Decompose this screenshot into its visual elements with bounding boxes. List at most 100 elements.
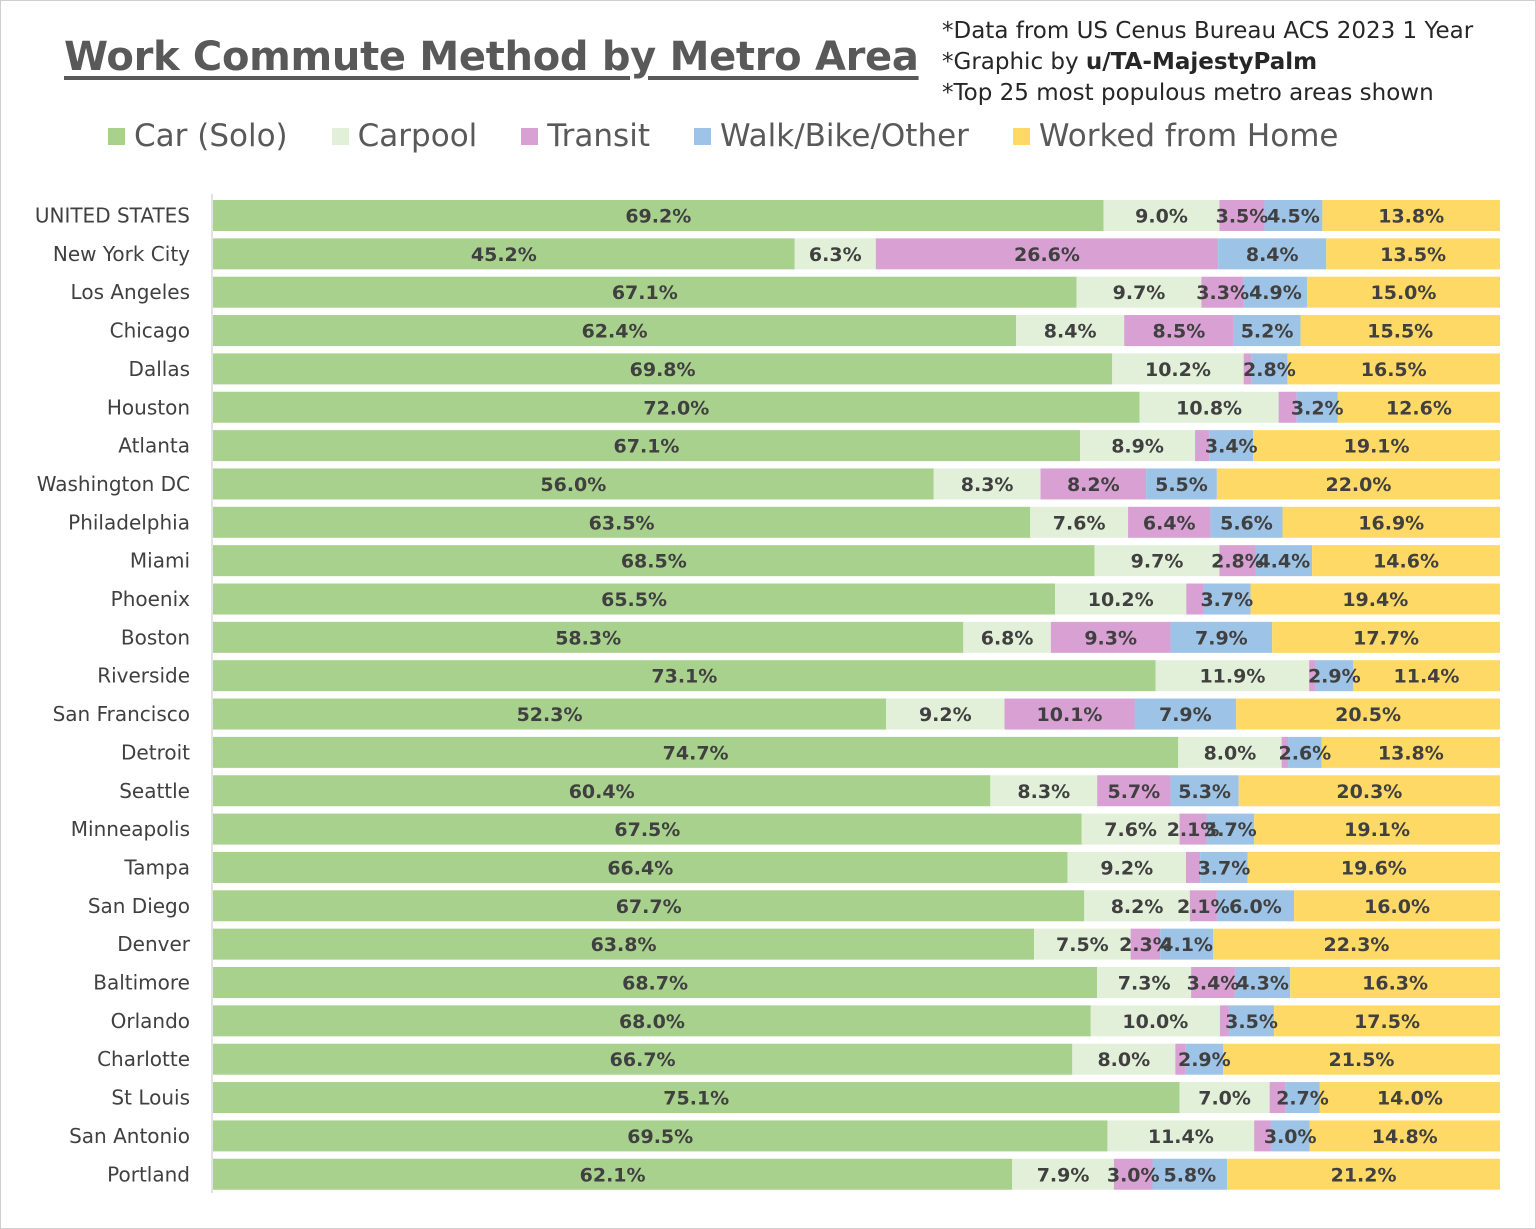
data-label: 2.8% (1243, 359, 1296, 381)
bar-segment-carpool (1012, 1158, 1114, 1190)
bar-segment-car-solo (213, 621, 964, 653)
bar-segment-transit (1191, 967, 1235, 998)
bar-row-chicago: Chicago 62.4% 8.4% 8.5% 5.2% 15.5% (110, 315, 1500, 347)
data-label: 62.4% (582, 321, 648, 343)
bar-segment-car-solo (213, 238, 795, 270)
data-label: 21.2% (1331, 1164, 1397, 1186)
data-label: 9.2% (1100, 857, 1153, 879)
data-label: 63.8% (591, 934, 657, 956)
data-label: 6.0% (1229, 896, 1282, 918)
data-label: 3.4% (1205, 436, 1258, 458)
bar-segment-carpool (1094, 545, 1220, 577)
category-label: San Francisco (53, 702, 190, 726)
category-label: Tampa (123, 855, 190, 879)
bar-segment-carpool (1034, 928, 1131, 960)
bar-segment-walk-bike-other (1206, 813, 1255, 845)
bar-row-atlanta: Atlanta 67.1% 8.9% 3.4% 19.1% (118, 430, 1500, 462)
legend-swatch (108, 127, 125, 145)
data-label: 12.6% (1386, 397, 1452, 419)
bar-row-detroit: Detroit 74.7% 8.0% 2.6% 13.8% (121, 736, 1500, 768)
data-label: 3.0% (1264, 1126, 1317, 1148)
bar-row-portland: Portland 62.1% 7.9% 3.0% 5.8% 21.2% (107, 1158, 1500, 1190)
bar-row-los-angeles: Los Angeles 67.1% 9.7% 3.3% 4.9% 15.0% (71, 276, 1500, 308)
note-credit-prefix: *Graphic by (942, 49, 1086, 75)
category-label: Riverside (97, 664, 190, 688)
category-label: Orlando (111, 1009, 190, 1033)
data-label: 45.2% (471, 244, 537, 266)
category-label: Minneapolis (71, 817, 190, 841)
bar-segment-walk-bike-other (1285, 1082, 1320, 1114)
bar-segment-worked-from-home (1337, 391, 1500, 423)
bar-row-riverside: Riverside 73.1% 11.9% 2.9% 11.4% (97, 660, 1500, 692)
data-label: 17.7% (1353, 627, 1419, 649)
data-label: 22.3% (1324, 934, 1390, 956)
data-label: 2.9% (1178, 1049, 1231, 1071)
data-label: 3.2% (1291, 397, 1344, 419)
data-label: 19.1% (1344, 436, 1410, 458)
category-label: Phoenix (111, 587, 191, 611)
data-label: 69.8% (630, 359, 696, 381)
data-label: 5.6% (1220, 512, 1273, 534)
data-label: 2.1% (1177, 896, 1230, 918)
data-label: 67.5% (614, 819, 680, 841)
legend-label: Worked from Home (1038, 118, 1339, 154)
data-label: 10.2% (1088, 589, 1154, 611)
data-label: 69.5% (627, 1126, 693, 1148)
bar-segment-carpool (933, 468, 1041, 500)
bar-segment-car-solo (213, 200, 1104, 231)
bar-row-san-antonio: San Antonio 69.5% 11.4% 3.0% 14.8% (69, 1120, 1500, 1152)
bar-segment-walk-bike-other (1243, 276, 1307, 308)
note-credit: *Graphic by u/TA-MajestyPalm (942, 47, 1473, 78)
category-label: Denver (117, 932, 191, 956)
data-label: 13.5% (1380, 244, 1446, 266)
bar-segment-worked-from-home (1326, 238, 1500, 270)
bar-row-seattle: Seattle 60.4% 8.3% 5.7% 5.3% 20.3% (119, 775, 1500, 807)
bar-segment-walk-bike-other (1209, 430, 1254, 462)
data-label: 68.7% (622, 973, 688, 995)
data-label: 8.0% (1097, 1049, 1150, 1071)
bar-segment-car-solo (213, 928, 1035, 960)
bar-segment-transit (1175, 1043, 1186, 1075)
category-label: Houston (107, 395, 190, 419)
bar-segment-worked-from-home (1312, 545, 1500, 577)
bar-segment-car-solo (213, 1158, 1013, 1190)
bar-segment-carpool (1107, 1120, 1255, 1152)
bar-segment-carpool (1072, 1043, 1176, 1075)
bar-segment-worked-from-home (1309, 1120, 1500, 1152)
data-label: 21.5% (1329, 1049, 1395, 1071)
category-label: San Diego (88, 894, 190, 918)
data-label: 5.7% (1107, 781, 1160, 803)
bar-segment-carpool (1139, 391, 1279, 423)
bar-segment-transit (1186, 583, 1203, 615)
bar-segment-carpool (1090, 1005, 1220, 1037)
data-label: 20.5% (1335, 704, 1401, 726)
bar-segment-transit (1124, 315, 1234, 347)
data-label: 63.5% (589, 512, 655, 534)
bar-segment-carpool (1084, 890, 1190, 922)
data-label: 14.0% (1377, 1088, 1443, 1110)
bar-row-san-diego: San Diego 67.7% 8.2% 2.1% 6.0% 16.0% (88, 890, 1500, 922)
bar-segment-transit (1040, 468, 1147, 500)
data-label: 9.0% (1135, 206, 1188, 228)
bar-segment-worked-from-home (1306, 276, 1500, 308)
bar-segment-carpool (1155, 660, 1310, 692)
bar-row-houston: Houston 72.0% 10.8% 3.2% 12.6% (107, 391, 1500, 423)
note-scope: *Top 25 most populous metro areas shown (942, 80, 1434, 106)
bar-row-new-york-city: New York City 45.2% 6.3% 26.6% 8.4% 13.5% (53, 238, 1500, 270)
data-label: 67.1% (614, 436, 680, 458)
data-label: 8.5% (1153, 321, 1206, 343)
data-label: 3.3% (1196, 282, 1249, 304)
bar-segment-transit (1254, 1120, 1271, 1152)
bar-segment-transit (1128, 506, 1211, 538)
category-label: Portland (107, 1162, 190, 1186)
data-label: 62.1% (580, 1164, 646, 1186)
bar-segment-worked-from-home (1294, 890, 1500, 922)
data-label: 9.7% (1113, 282, 1166, 304)
bar-segment-carpool (1080, 430, 1196, 462)
bar-row-miami: Miami 68.5% 9.7% 2.8%4.4% 14.6% (130, 545, 1500, 577)
bar-segment-transit (1189, 890, 1217, 922)
bar-segment-car-solo (213, 813, 1082, 845)
data-label: 11.9% (1199, 666, 1265, 688)
data-label: 7.6% (1104, 819, 1157, 841)
